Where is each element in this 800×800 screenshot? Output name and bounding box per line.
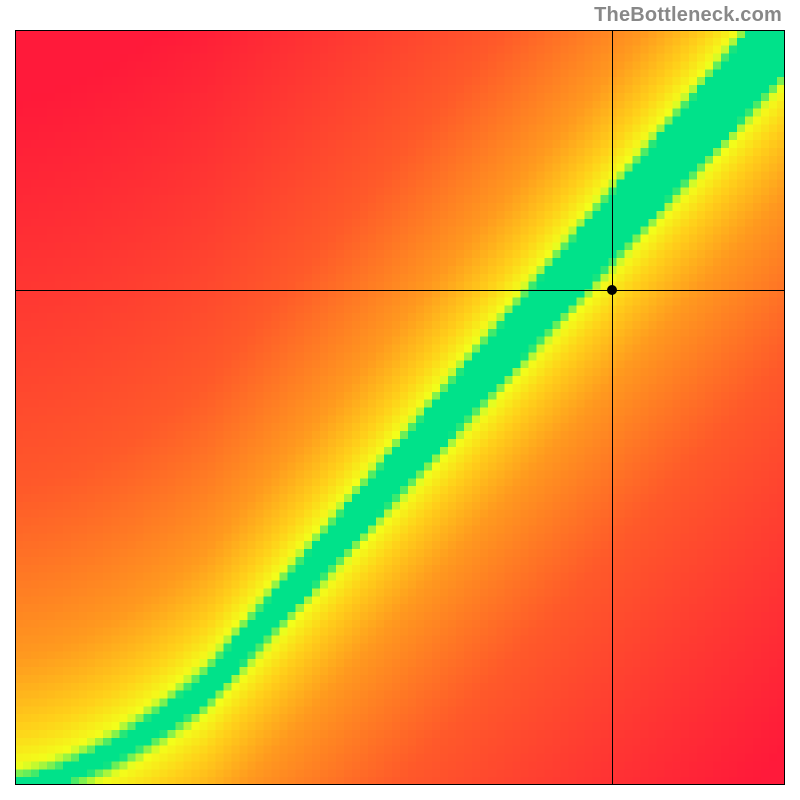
crosshair-marker-dot	[607, 285, 617, 295]
crosshair-horizontal	[15, 290, 785, 291]
heatmap-canvas	[15, 30, 785, 785]
watermark-text: TheBottleneck.com	[594, 4, 782, 27]
chart-container: TheBottleneck.com	[0, 0, 800, 800]
crosshair-vertical	[612, 30, 613, 785]
plot-area	[15, 30, 785, 785]
